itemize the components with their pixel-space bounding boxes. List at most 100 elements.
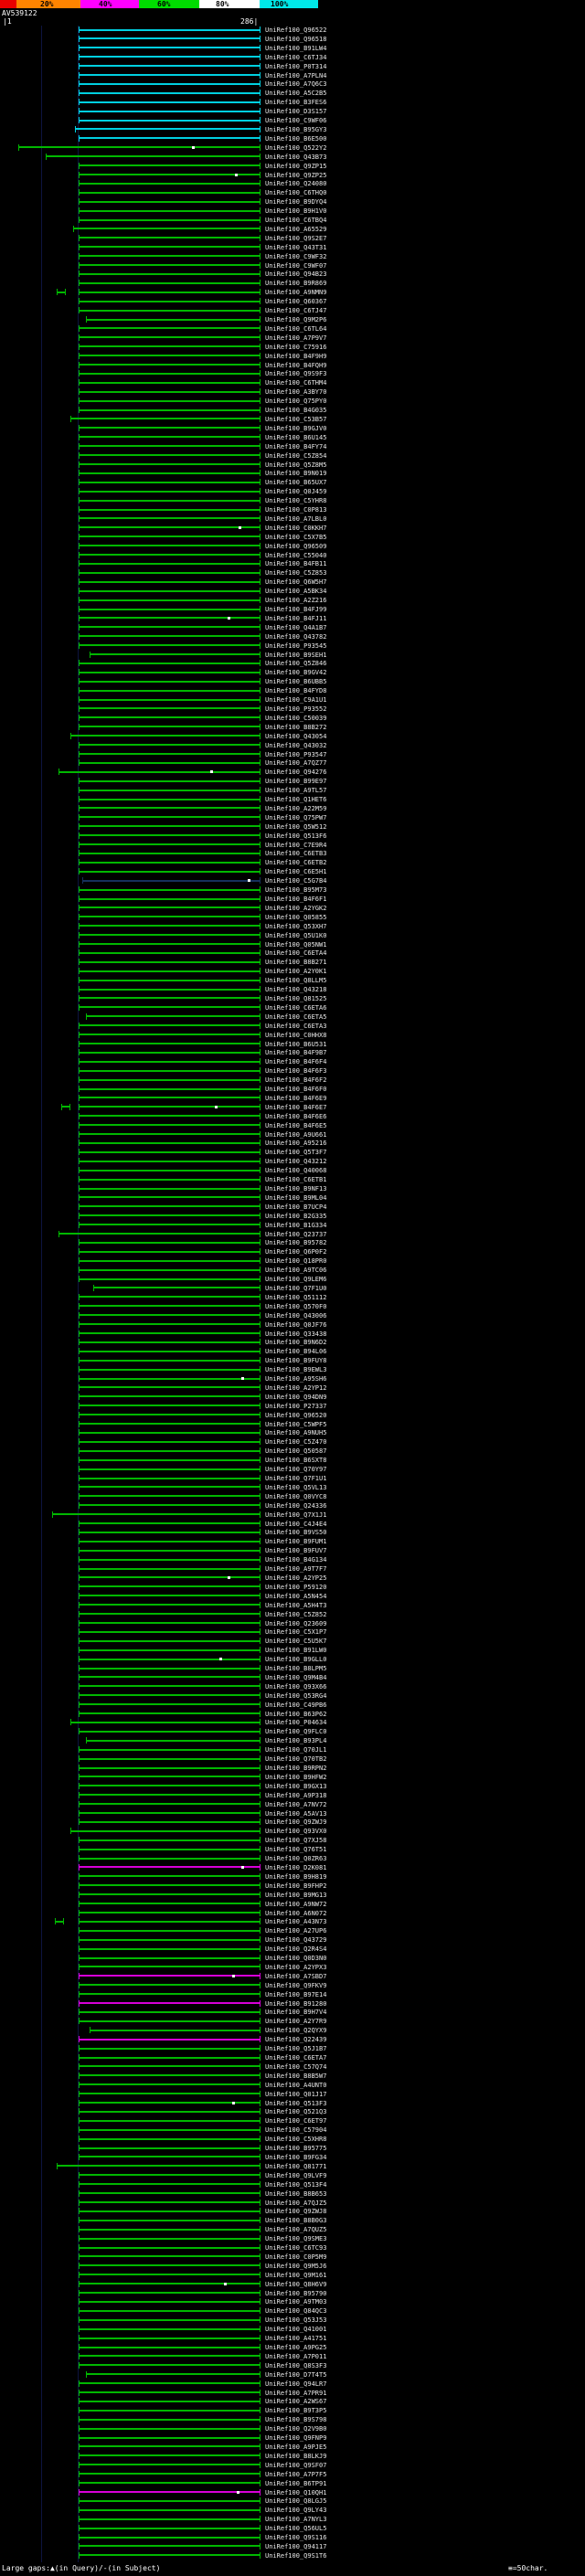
hit-row[interactable]: UniRef100_Q9S2E7 — [0, 234, 585, 243]
hit-bar[interactable] — [78, 44, 261, 51]
hit-label[interactable]: UniRef100_Q96522 — [265, 27, 327, 34]
hit-row[interactable]: UniRef100_B8B271 — [0, 958, 585, 967]
hit-label[interactable]: UniRef100_C9A1U1 — [265, 696, 327, 705]
hit-label[interactable]: UniRef100_Q9S2E7 — [265, 234, 327, 242]
hit-bar[interactable] — [78, 2516, 261, 2523]
hit-label[interactable]: UniRef100_A9PJE5 — [265, 2443, 327, 2451]
hit-label[interactable]: UniRef100_Q570F0 — [265, 1302, 327, 1310]
hit-label[interactable]: UniRef100_B95GY3 — [265, 125, 327, 133]
hit-bar[interactable] — [78, 1538, 261, 1545]
hit-bar[interactable] — [78, 687, 261, 694]
hit-row[interactable]: UniRef100_B9FUM1 — [0, 1537, 585, 1546]
hit-bar[interactable] — [78, 1529, 261, 1536]
hit-row[interactable]: UniRef100_Q9FKV9 — [0, 1981, 585, 1990]
hit-bar[interactable] — [78, 2389, 261, 2396]
hit-row[interactable]: UniRef100_Q70TB2 — [0, 1754, 585, 1764]
hit-label[interactable]: UniRef100_Q22439 — [265, 2036, 327, 2044]
hit-label[interactable]: UniRef100_A65529 — [265, 225, 327, 233]
hit-row[interactable]: UniRef100_B65UX7 — [0, 478, 585, 487]
hit-row[interactable]: UniRef100_B63P62 — [0, 1710, 585, 1719]
hit-label[interactable]: UniRef100_Q513F3 — [265, 2099, 327, 2107]
hit-label[interactable]: UniRef100_C55040 — [265, 551, 327, 559]
hit-row[interactable]: UniRef100_A41751 — [0, 2334, 585, 2343]
hit-bar[interactable] — [78, 1746, 261, 1754]
hit-bar[interactable] — [78, 1121, 261, 1129]
hit-bar[interactable] — [78, 1583, 261, 1590]
hit-label[interactable]: UniRef100_Q81771 — [265, 2162, 327, 2170]
hit-row[interactable]: UniRef100_A5BK34 — [0, 587, 585, 596]
hit-row[interactable]: UniRef100_A7Q6C3 — [0, 80, 585, 89]
hit-bar[interactable] — [78, 1691, 261, 1699]
hit-label[interactable]: UniRef100_Q41001 — [265, 2326, 327, 2334]
hit-bar[interactable] — [78, 99, 261, 106]
hit-label[interactable]: UniRef100_Q84QC3 — [265, 2307, 327, 2316]
hit-row[interactable]: UniRef100_Q94DN9 — [0, 1393, 585, 1402]
hit-label[interactable]: UniRef100_C9WF07 — [265, 261, 327, 270]
hit-label[interactable]: UniRef100_B4F6F1 — [265, 896, 327, 903]
hit-row[interactable]: UniRef100_Q9LEM6 — [0, 1275, 585, 1284]
hit-label[interactable]: UniRef100_Q522Y2 — [265, 143, 327, 152]
hit-row[interactable]: UniRef100_A95216 — [0, 1139, 585, 1148]
hit-row[interactable]: UniRef100_B97E14 — [0, 1990, 585, 1999]
hit-label[interactable]: UniRef100_B9N6D2 — [265, 1339, 327, 1347]
hit-bar[interactable] — [78, 551, 261, 558]
hit-bar[interactable] — [78, 2126, 261, 2134]
hit-label[interactable]: UniRef100_Q96509 — [265, 542, 327, 550]
hit-label[interactable]: UniRef100_C5XHR8 — [265, 2136, 327, 2144]
hit-label[interactable]: UniRef100_Q9M4B4 — [265, 1673, 327, 1681]
hit-label[interactable]: UniRef100_B4F9B7 — [265, 1049, 327, 1057]
hit-bar[interactable] — [78, 1673, 261, 1680]
hit-label[interactable]: UniRef100_B65UX7 — [265, 479, 327, 487]
hit-bar[interactable] — [78, 90, 261, 97]
hit-row[interactable]: UniRef100_P93545 — [0, 641, 585, 651]
hit-label[interactable]: UniRef100_Q94117 — [265, 2542, 327, 2550]
hit-row[interactable]: UniRef100_B6SXT8 — [0, 1456, 585, 1465]
hit-bar[interactable] — [78, 2036, 261, 2043]
hit-label[interactable]: UniRef100_Q53J53 — [265, 2316, 327, 2325]
hit-bar[interactable] — [78, 977, 261, 984]
hit-label[interactable]: UniRef100_Q93VX0 — [265, 1828, 327, 1836]
hit-label[interactable]: UniRef100_A9U661 — [265, 1130, 327, 1139]
hit-bar[interactable] — [81, 877, 261, 885]
hit-row[interactable]: UniRef100_Q9ZWJ9 — [0, 1818, 585, 1827]
hit-label[interactable]: UniRef100_B95775 — [265, 2145, 327, 2153]
hit-row[interactable]: UniRef100_B9R869 — [0, 279, 585, 288]
hit-bar[interactable] — [89, 651, 261, 658]
hit-label[interactable]: UniRef100_B6U145 — [265, 433, 327, 441]
hit-label[interactable]: UniRef100_Q9S1T6 — [265, 2551, 327, 2560]
hit-row[interactable]: UniRef100_Q9M2P6 — [0, 315, 585, 324]
hit-row[interactable]: UniRef100_C5Z854 — [0, 451, 585, 461]
hit-bar[interactable] — [78, 398, 261, 405]
hit-row[interactable]: UniRef100_Q513F6 — [0, 832, 585, 841]
hit-row[interactable]: UniRef100_B9T3P5 — [0, 2406, 585, 2415]
hit-label[interactable]: UniRef100_Q9S116 — [265, 2534, 327, 2542]
hit-label[interactable]: UniRef100_Q43B73 — [265, 153, 327, 161]
hit-bar[interactable] — [78, 994, 261, 1002]
hit-row[interactable]: UniRef100_B91280 — [0, 1999, 585, 2009]
hit-label[interactable]: UniRef100_Q521Q3 — [265, 2108, 327, 2116]
hit-row[interactable]: UniRef100_B95M73 — [0, 885, 585, 895]
hit-row[interactable]: UniRef100_B95GY3 — [0, 125, 585, 134]
hit-bar[interactable] — [78, 1302, 261, 1309]
hit-bar[interactable] — [78, 2136, 261, 2143]
hit-bar[interactable] — [78, 1348, 261, 1355]
hit-row[interactable]: UniRef100_A7NYL3 — [0, 2515, 585, 2524]
hit-row[interactable]: UniRef100_C6ETA6 — [0, 1003, 585, 1012]
hit-label[interactable]: UniRef100_C6TJ47 — [265, 307, 327, 315]
hit-label[interactable]: UniRef100_Q0J459 — [265, 488, 327, 496]
hit-label[interactable]: UniRef100_C6THM4 — [265, 379, 327, 387]
hit-row[interactable]: UniRef100_Q75PY0 — [0, 397, 585, 406]
hit-bar[interactable] — [78, 2344, 261, 2350]
hit-label[interactable]: UniRef100_C57Q74 — [265, 2062, 327, 2071]
hit-label[interactable]: UniRef100_D7T4T5 — [265, 2370, 327, 2379]
hit-row[interactable]: UniRef100_B9H1V0 — [0, 207, 585, 216]
hit-label[interactable]: UniRef100_A9T7F7 — [265, 1565, 327, 1574]
hit-label[interactable]: UniRef100_P93552 — [265, 705, 327, 713]
hit-row[interactable]: UniRef100_C5YHR8 — [0, 496, 585, 505]
hit-bar[interactable] — [78, 53, 261, 60]
hit-row[interactable]: UniRef100_B9SEH1 — [0, 651, 585, 660]
hit-row[interactable]: UniRef100_C5Z470 — [0, 1437, 585, 1447]
hit-row[interactable]: UniRef100_C6TC93 — [0, 2243, 585, 2253]
hit-row[interactable]: UniRef100_B4FB11 — [0, 559, 585, 568]
hit-bar[interactable] — [78, 542, 261, 549]
